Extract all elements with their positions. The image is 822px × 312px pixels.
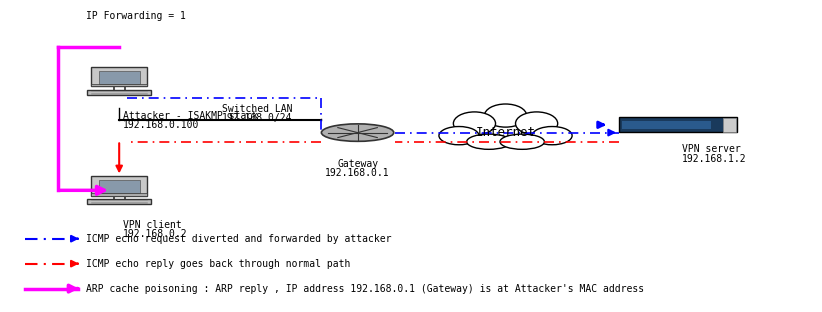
FancyBboxPatch shape [622,121,711,129]
Text: IP Forwarding = 1: IP Forwarding = 1 [86,11,187,21]
Text: 192.168.0.100: 192.168.0.100 [123,120,200,130]
Text: Internet: Internet [476,126,535,139]
Text: VPN server: VPN server [682,144,741,154]
Ellipse shape [467,134,511,149]
Text: 192.168.0.2: 192.168.0.2 [123,229,188,239]
Ellipse shape [450,107,561,158]
Text: 192.168.0/24: 192.168.0/24 [222,113,293,123]
Text: 192.168.1.2: 192.168.1.2 [682,154,747,163]
Ellipse shape [515,112,557,135]
FancyBboxPatch shape [91,67,147,86]
Ellipse shape [454,112,496,135]
Text: 192.168.0.1: 192.168.0.1 [326,168,390,178]
Text: ARP cache poisoning : ARP reply , IP address 192.168.0.1 (Gateway) is at Attacke: ARP cache poisoning : ARP reply , IP add… [86,284,644,294]
FancyBboxPatch shape [619,117,737,132]
FancyBboxPatch shape [87,90,151,95]
Ellipse shape [532,127,572,145]
FancyBboxPatch shape [91,176,147,196]
Text: VPN client: VPN client [123,220,182,230]
FancyBboxPatch shape [91,193,147,196]
Text: Attacker - ISAKMP stack: Attacker - ISAKMP stack [123,111,258,121]
Text: ICMP echo reply goes back through normal path: ICMP echo reply goes back through normal… [86,259,351,269]
Ellipse shape [439,127,479,145]
FancyBboxPatch shape [99,71,140,84]
Ellipse shape [500,134,544,149]
FancyBboxPatch shape [723,118,736,132]
Text: ICMP echo request diverted and forwarded by attacker: ICMP echo request diverted and forwarded… [86,234,392,244]
FancyBboxPatch shape [99,180,140,193]
Text: Gateway: Gateway [337,159,378,169]
Ellipse shape [321,124,394,141]
Text: Switched LAN: Switched LAN [222,104,293,114]
FancyBboxPatch shape [87,199,151,204]
Ellipse shape [484,104,527,127]
FancyBboxPatch shape [91,84,147,86]
